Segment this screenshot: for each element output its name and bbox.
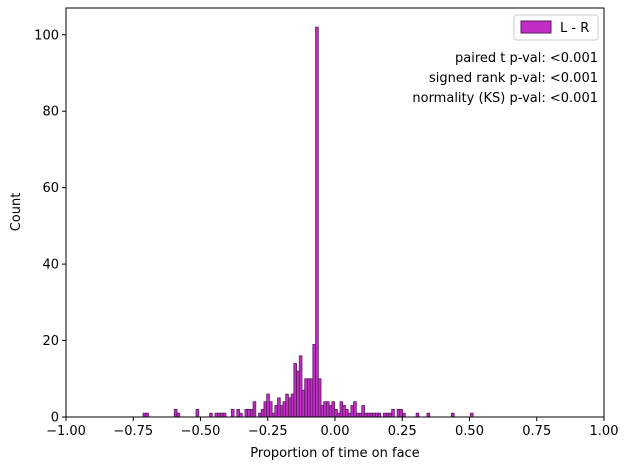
histogram-bar — [372, 412, 376, 418]
y-tick-label: 40 — [42, 258, 59, 273]
histogram-bar — [176, 412, 181, 418]
histogram-bar — [345, 408, 349, 418]
histogram-bar — [195, 408, 200, 418]
histogram-bar — [374, 412, 379, 418]
x-ticks: −1.00 −0.75 −0.50 −0.25 0.00 0.25 0.50 0.75 1.00 — [46, 417, 618, 439]
histogram-bar — [260, 408, 265, 418]
histogram-bar — [451, 412, 455, 418]
x-tick-label: −0.25 — [248, 424, 288, 439]
x-axis-label: Proportion of time on face — [250, 446, 419, 461]
histogram-bar — [336, 412, 341, 418]
x-tick-label: −1.00 — [46, 424, 86, 439]
histogram-bar — [388, 412, 393, 418]
histogram-bar — [399, 408, 403, 418]
histogram-bar — [145, 412, 149, 418]
plot-frame — [65, 7, 605, 418]
histogram-bar — [470, 412, 474, 418]
histogram-bar — [426, 412, 431, 418]
histogram-bar — [328, 405, 333, 418]
x-tick-label: 1.00 — [590, 424, 619, 439]
histogram-bar — [214, 412, 219, 418]
histogram-bar — [277, 397, 281, 418]
histogram-bar — [312, 343, 316, 418]
plot-background — [66, 8, 604, 417]
x-tick-label: 0.00 — [321, 424, 350, 439]
histogram-bar — [377, 412, 382, 418]
histogram-bar — [285, 393, 289, 418]
histogram-bar — [339, 401, 344, 418]
histogram-bar — [353, 401, 357, 418]
histogram-bar — [331, 401, 336, 418]
legend-label: L - R — [560, 21, 589, 36]
histogram-bar — [249, 408, 254, 418]
y-ticks: 0 20 40 60 80 100 — [34, 28, 66, 426]
histogram-bar — [366, 412, 371, 418]
histogram-bar — [296, 370, 300, 418]
y-tick-label: 100 — [34, 28, 59, 43]
histogram-bar — [323, 401, 327, 418]
histogram-bar — [391, 408, 395, 418]
annotation-signed-rank: signed rank p-val: <0.001 — [429, 71, 598, 86]
annotation-paired-t: paired t p-val: <0.001 — [455, 51, 598, 66]
histogram-bar — [320, 405, 325, 418]
histogram-bar — [293, 363, 297, 418]
histogram-bar — [230, 408, 235, 418]
legend-swatch — [520, 20, 552, 34]
x-tick-label: −0.75 — [113, 424, 153, 439]
histogram-bar — [288, 397, 292, 418]
histogram-bar — [209, 412, 213, 418]
histogram-bar — [309, 378, 314, 418]
histogram-bar — [364, 412, 368, 418]
histogram-bar — [244, 408, 249, 418]
histogram-bar — [383, 412, 387, 418]
histogram-bar — [301, 389, 306, 418]
histogram-bar — [358, 412, 363, 418]
bars-group — [142, 26, 474, 418]
histogram-bar — [347, 412, 352, 418]
x-tick-label: 0.25 — [388, 424, 417, 439]
histogram-bar — [268, 401, 273, 418]
histogram-bar — [279, 405, 284, 418]
histogram-bar — [258, 412, 262, 418]
histogram-bar — [266, 393, 270, 418]
histogram-bar — [142, 412, 147, 418]
legend: L - R — [513, 14, 599, 41]
annotation-normality: normality (KS) p-val: <0.001 — [412, 91, 598, 106]
histogram-bar — [402, 412, 406, 418]
y-tick-label: 20 — [42, 334, 59, 349]
histogram-bar — [415, 412, 420, 418]
histogram-bar — [173, 408, 178, 418]
histogram-bar — [355, 412, 360, 418]
histogram-bar — [274, 405, 278, 418]
y-tick-label: 80 — [42, 105, 59, 120]
y-tick-label: 0 — [51, 411, 59, 426]
histogram-bar — [239, 412, 243, 418]
histogram-bar — [304, 378, 308, 418]
y-tick-label: 60 — [42, 181, 59, 196]
histogram-bar — [315, 26, 319, 418]
y-axis-label: Count — [9, 193, 24, 232]
x-tick-label: −0.50 — [181, 424, 221, 439]
histogram-bar — [217, 412, 221, 418]
x-tick-label: 0.75 — [522, 424, 551, 439]
x-tick-label: 0.50 — [455, 424, 484, 439]
histogram-bar — [222, 412, 227, 418]
histogram-bar — [252, 401, 257, 418]
